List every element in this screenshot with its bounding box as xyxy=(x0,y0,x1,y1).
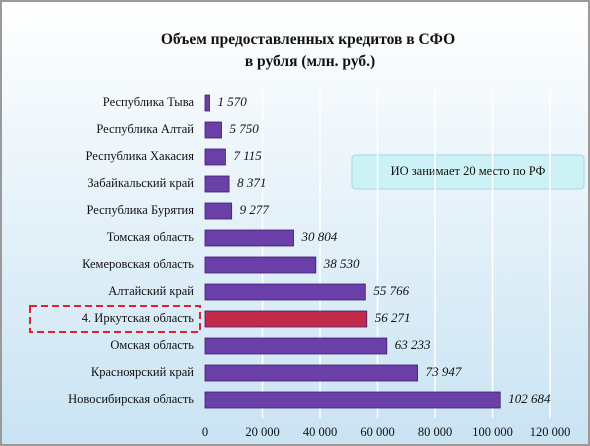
highlight-box xyxy=(29,305,201,333)
chart-title: Объем предоставленных кредитов в СФО в р… xyxy=(161,31,459,70)
y-tick-label: Красноярский край xyxy=(91,365,194,379)
y-tick-label: Томская область xyxy=(107,230,195,244)
y-tick-label: Алтайский край xyxy=(108,284,194,298)
bar xyxy=(204,148,226,166)
x-tick-label: 40 000 xyxy=(303,425,337,439)
title-line: в рубля (млн. руб.) xyxy=(245,53,375,70)
bar xyxy=(204,229,294,247)
bar xyxy=(204,202,233,220)
y-tick-label: Кемеровская область xyxy=(82,257,194,271)
bar xyxy=(204,94,210,112)
bar xyxy=(204,121,222,139)
x-tick-label: 100 000 xyxy=(472,425,513,439)
bar xyxy=(204,283,366,301)
value-label: 56 271 xyxy=(375,310,411,325)
value-label: 5 750 xyxy=(230,121,260,136)
value-label: 9 277 xyxy=(240,202,270,217)
y-tick-label: 4. Иркутская область xyxy=(82,311,194,325)
annotation-box xyxy=(351,154,585,190)
x-tick-label: 120 000 xyxy=(530,425,571,439)
y-tick-label: Новосибирская область xyxy=(68,392,194,406)
x-tick-label: 20 000 xyxy=(245,425,279,439)
value-label: 30 804 xyxy=(301,229,338,244)
bar xyxy=(204,256,317,274)
bar xyxy=(204,310,368,328)
value-label: 1 570 xyxy=(218,94,248,109)
x-tick-label: 80 000 xyxy=(418,425,452,439)
y-tick-label: Забайкальский край xyxy=(87,176,194,190)
bar xyxy=(204,337,388,355)
x-tick-label: 60 000 xyxy=(360,425,394,439)
value-label: 63 233 xyxy=(395,337,431,352)
y-tick-label: Республика Алтай xyxy=(96,122,194,136)
value-label: 102 684 xyxy=(508,391,551,406)
bar xyxy=(204,364,418,382)
value-label: 38 530 xyxy=(323,256,360,271)
y-tick-label: Республика Хакасия xyxy=(86,149,195,163)
value-label: 55 766 xyxy=(373,283,409,298)
y-tick-label: Омская область xyxy=(110,338,194,352)
title-line: Объем предоставленных кредитов в СФО xyxy=(161,31,455,48)
bar xyxy=(204,391,501,409)
annotation: ИО занимает 20 место по РФ xyxy=(391,164,546,178)
y-tick-label: Республика Тыва xyxy=(103,95,195,109)
value-label: 8 371 xyxy=(237,175,266,190)
value-label: 73 947 xyxy=(426,364,462,379)
y-tick-label: Республика Бурятия xyxy=(86,203,194,217)
bar xyxy=(204,175,230,193)
value-label: 7 115 xyxy=(233,148,262,163)
x-tick-label: 0 xyxy=(202,425,208,439)
